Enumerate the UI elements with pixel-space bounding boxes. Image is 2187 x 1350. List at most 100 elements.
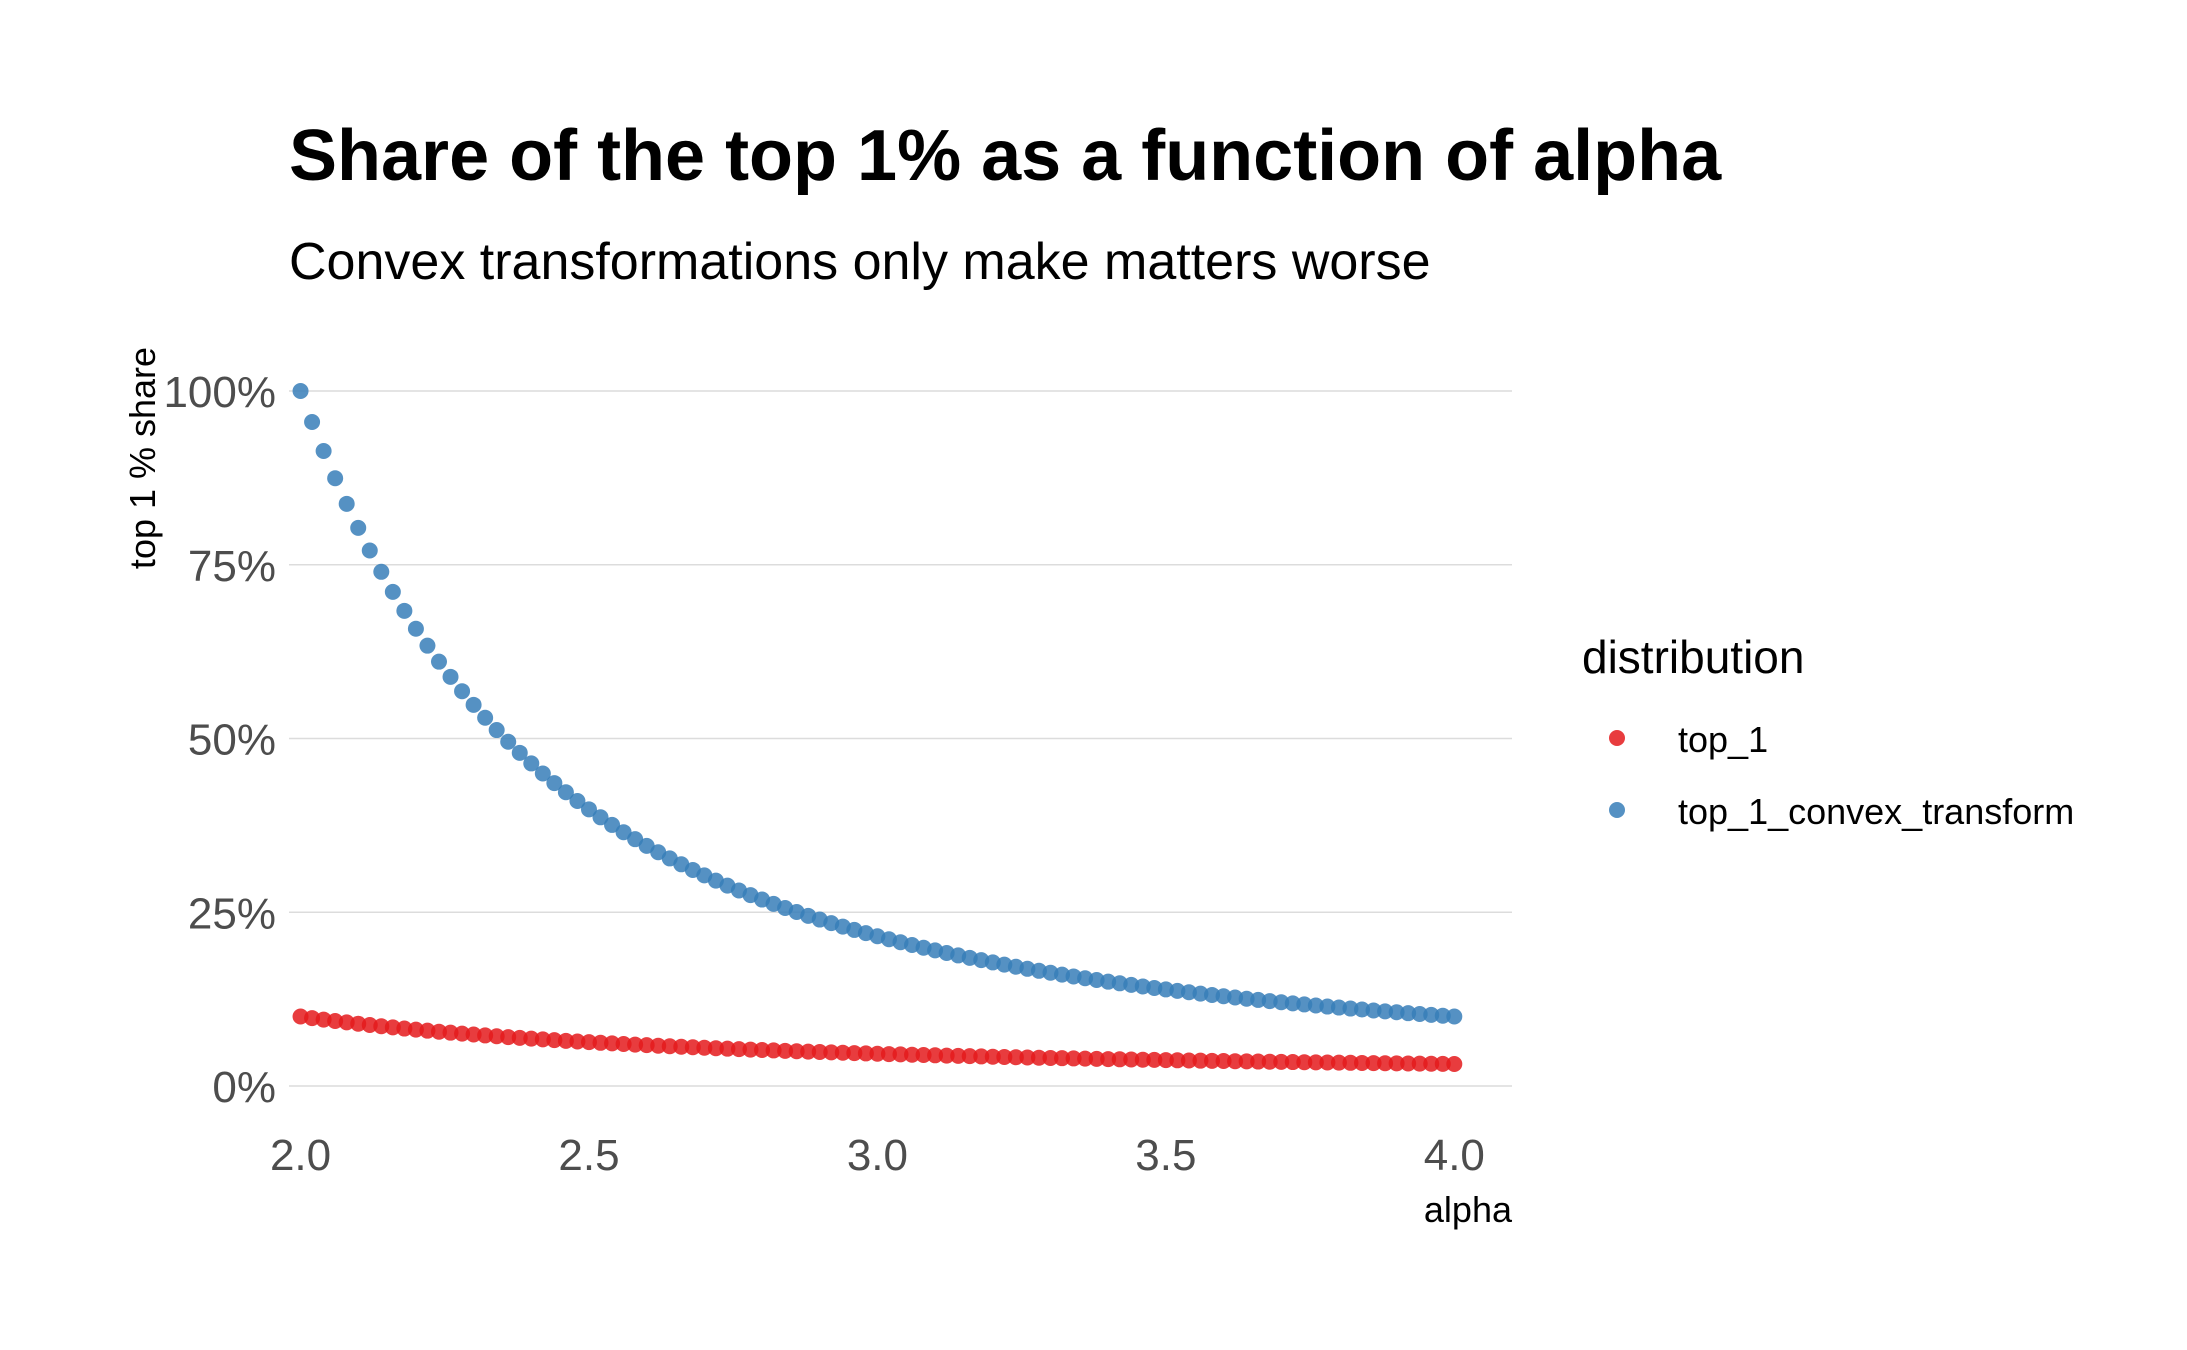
data-point [500,1029,517,1046]
data-point [384,1019,401,1036]
data-point [1088,1050,1105,1067]
data-point [661,1038,678,1055]
data-point [892,1046,909,1063]
data-point [511,1029,528,1046]
data-point [1204,1052,1221,1069]
data-point [1434,1055,1451,1072]
data-point [615,824,632,841]
data-point [292,383,309,399]
data-point [1019,1049,1036,1066]
x-tick-label: 4.0 [1424,1131,1485,1180]
data-point [477,1027,494,1044]
data-point [823,1044,840,1061]
data-point [1227,1053,1244,1070]
data-point [1169,1052,1186,1069]
legend-swatch [1609,802,1625,818]
data-point [1111,1051,1128,1068]
data-point [477,709,494,726]
data-point [869,1045,886,1062]
legend: distribution top_1 top_1_convex_transform [1582,631,2074,832]
data-point [1007,1049,1024,1066]
data-point [996,1048,1013,1065]
data-point [1342,1054,1359,1071]
data-point [1400,1055,1417,1072]
data-point [1434,1007,1451,1024]
data-point [1077,1050,1094,1067]
x-axis-title: alpha [1424,1189,1513,1230]
data-point [523,1030,540,1047]
data-point [1054,1050,1071,1067]
data-point [846,1045,863,1062]
data-point [407,620,424,637]
data-point [1330,1054,1347,1071]
data-point [430,1023,447,1040]
data-point [419,637,436,654]
legend-title: distribution [1582,631,1804,683]
series-top-1-convex-transform [292,383,1463,1025]
y-tick-label: 0% [212,1063,276,1112]
y-tick-label: 100% [163,368,276,417]
data-point [1411,1055,1428,1072]
data-point [546,1032,563,1049]
data-point [673,1038,690,1055]
data-point [488,1028,505,1045]
data-point [1284,1054,1301,1071]
data-point [546,775,563,792]
data-point [350,519,367,536]
data-point [592,1034,609,1051]
data-point [1307,997,1324,1014]
data-point [1388,1004,1405,1021]
data-point [627,1036,644,1053]
data-point [454,683,471,700]
data-point [488,722,505,739]
data-point [1250,1053,1267,1070]
data-point [1446,1008,1463,1025]
data-point [1342,1000,1359,1017]
data-point [534,765,551,782]
data-point [880,1046,897,1063]
data-point [430,653,447,670]
data-point [1042,1049,1059,1066]
data-point [569,792,586,809]
data-point [1215,988,1232,1005]
data-point [730,1041,747,1058]
data-point [765,1042,782,1059]
data-point [373,1018,390,1035]
data-point [500,733,517,750]
data-point [1227,989,1244,1006]
data-point [742,1041,759,1058]
data-point [315,443,332,460]
data-point [350,1015,367,1032]
data-point [1146,1051,1163,1068]
data-point [442,668,459,685]
data-point [604,1035,621,1052]
legend-label: top_1 [1678,719,1768,760]
data-point [1307,1054,1324,1071]
data-point [1423,1006,1440,1023]
data-point [592,809,609,826]
data-point [361,542,378,559]
data-point [811,1043,828,1060]
data-point [1238,1053,1255,1070]
y-tick-label: 25% [188,889,276,938]
data-point [650,1037,667,1054]
chart-title: Share of the top 1% as a function of alp… [289,116,1722,196]
data-point [1123,1051,1140,1068]
data-points [292,383,1463,1073]
data-point [973,1048,990,1065]
x-tick-label: 3.0 [847,1131,908,1180]
data-point [1365,1055,1382,1072]
data-point [1215,1053,1232,1070]
y-axis-tick-labels: 0% 25% 50% 75% 100% [163,368,276,1112]
data-point [534,1031,551,1048]
data-point [419,1022,436,1039]
data-point [396,1020,413,1037]
data-point [1157,1052,1174,1069]
data-point [1423,1055,1440,1072]
x-tick-label: 2.5 [558,1131,619,1180]
data-point [304,413,321,430]
data-point [904,1046,921,1063]
data-point [1411,1006,1428,1023]
data-point [361,1016,378,1033]
